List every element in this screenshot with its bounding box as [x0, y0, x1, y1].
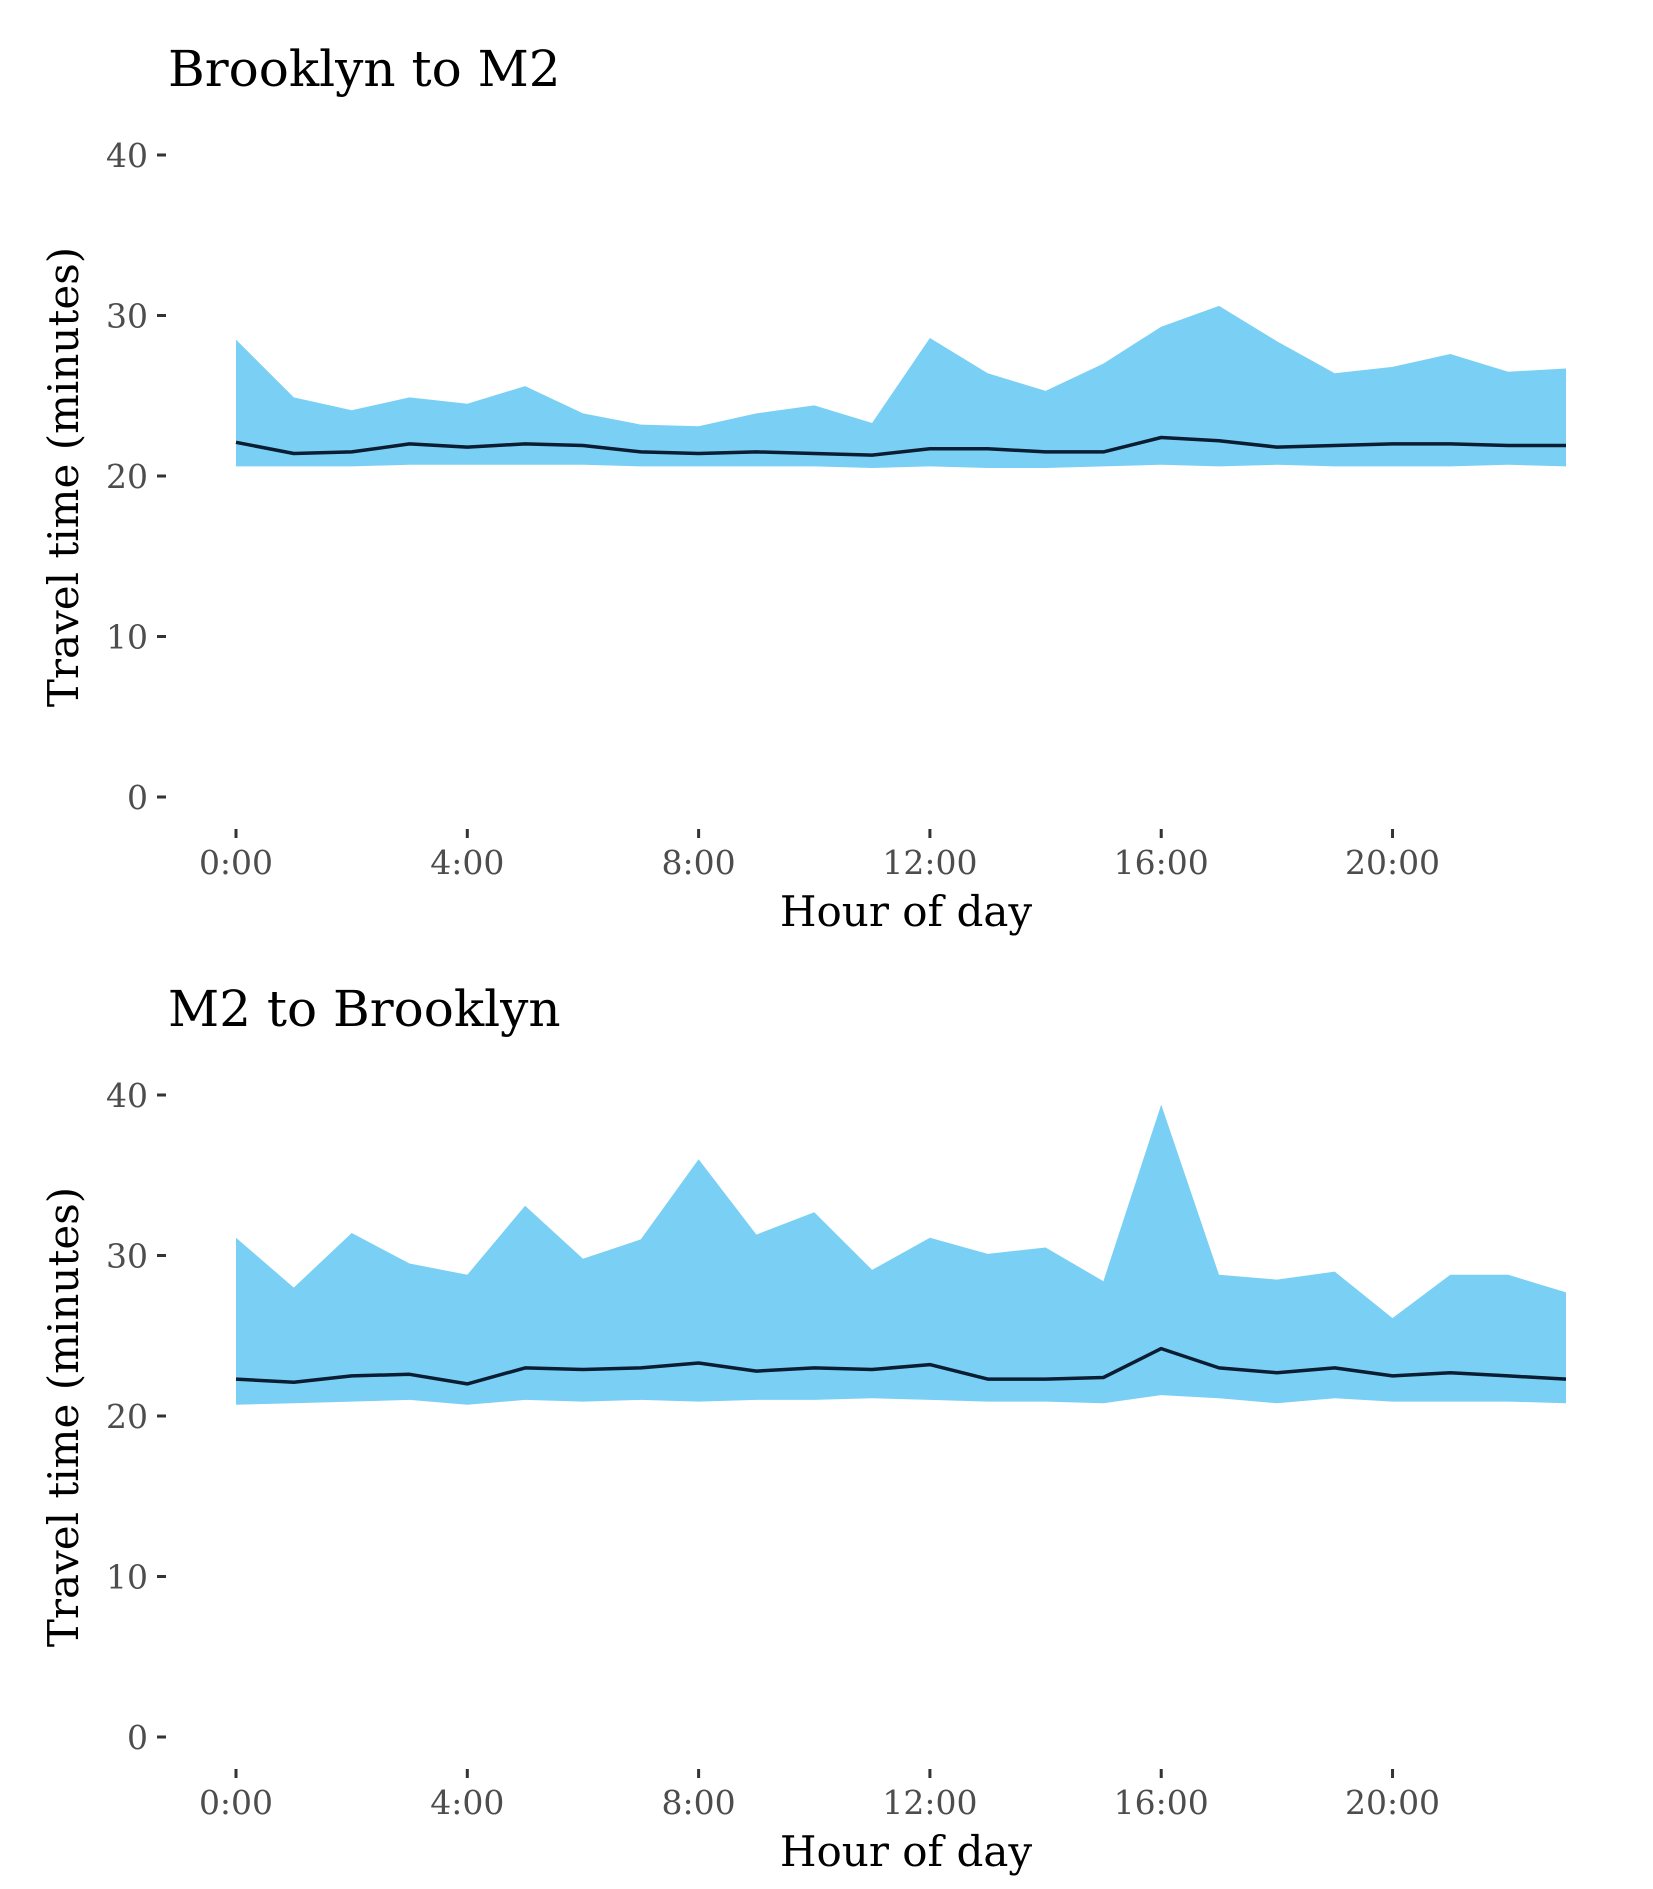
x-tick-label: 0:00 — [199, 843, 273, 882]
median-line — [235, 435, 1566, 457]
x-tick-label: 12:00 — [882, 1783, 977, 1822]
x-tick-label: 4:00 — [430, 1783, 504, 1822]
x-tick-label: 4:00 — [430, 843, 504, 882]
y-tick-label: 30 — [106, 297, 148, 336]
band-area — [236, 305, 1566, 468]
y-tick-label: 0 — [127, 778, 148, 817]
x-tick-label: 20:00 — [1345, 843, 1440, 882]
x-tick-label: 16:00 — [1114, 1783, 1209, 1822]
x-tick-label: 8:00 — [662, 843, 736, 882]
y-tick-label: 20 — [106, 1397, 148, 1436]
x-tick-label: 16:00 — [1114, 843, 1209, 882]
x-axis-title: Hour of day — [780, 887, 1032, 936]
x-tick-label: 12:00 — [882, 843, 977, 882]
chart-title: M2 to Brooklyn — [168, 980, 561, 1038]
plot-area: 0 10 20 30 40 0:00 4:00 8:00 12:00 16:00 20:00 — [106, 1076, 1567, 1822]
y-tick-label: 40 — [106, 136, 148, 175]
y-axis-title: Travel time (minutes) — [39, 1187, 88, 1647]
y-tick-label: 20 — [106, 457, 148, 496]
y-tick-label: 30 — [106, 1237, 148, 1276]
plot-area: 0 10 20 30 40 0:00 4:00 8:00 12:00 16:00 20:00 — [106, 136, 1566, 882]
y-tick-label: 10 — [106, 1558, 148, 1597]
x-tick-label: 20:00 — [1345, 1783, 1440, 1822]
x-axis-title: Hour of day — [780, 1827, 1032, 1876]
band-area — [236, 1104, 1566, 1405]
chart-title: Brooklyn to M2 — [168, 40, 561, 98]
x-tick-label: 8:00 — [662, 1783, 736, 1822]
chart-brooklyn-to-m2: Brooklyn to M2 Hour of day Travel time (… — [39, 40, 1566, 936]
x-tick-label: 0:00 — [199, 1783, 273, 1822]
y-tick-label: 10 — [106, 618, 148, 657]
y-tick-label: 0 — [127, 1718, 148, 1757]
y-axis-title: Travel time (minutes) — [39, 247, 88, 707]
chart-m2-to-brooklyn: M2 to Brooklyn Hour of day Travel time (… — [39, 980, 1567, 1876]
y-tick-label: 40 — [106, 1076, 148, 1115]
median-line — [235, 1346, 1567, 1386]
